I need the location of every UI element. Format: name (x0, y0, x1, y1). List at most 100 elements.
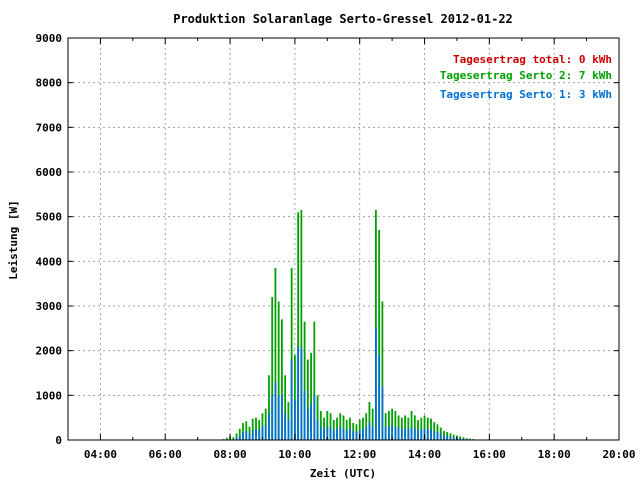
x-tick-label: 12:00 (343, 448, 376, 461)
bar-serto-1 (332, 430, 335, 440)
bar-serto-2 (316, 395, 319, 440)
bar-serto-1 (381, 386, 384, 440)
bar-serto-2 (332, 419, 335, 440)
x-tick-label: 16:00 (473, 448, 506, 461)
bar-serto-1 (378, 355, 381, 440)
bar-serto-1 (365, 426, 368, 440)
y-tick-label: 7000 (36, 121, 63, 134)
bar-serto-1 (261, 426, 264, 440)
bar-serto-1 (368, 422, 371, 440)
bars (222, 209, 478, 440)
bar-serto-2 (313, 321, 316, 440)
y-tick-label: 0 (55, 434, 62, 447)
x-tick-label: 08:00 (213, 448, 246, 461)
bar-serto-1 (235, 437, 238, 440)
bar-serto-2 (258, 419, 261, 440)
bar-serto-1 (371, 426, 374, 440)
x-tick-label: 18:00 (538, 448, 571, 461)
x-tick-label: 20:00 (602, 448, 635, 461)
bar-serto-1 (400, 428, 403, 440)
bar-serto-2 (238, 428, 241, 440)
bar-serto-2 (465, 438, 468, 440)
y-tick-label: 2000 (36, 345, 63, 358)
bar-serto-2 (251, 418, 254, 440)
bar-serto-1 (375, 328, 377, 440)
bar-serto-1 (323, 428, 325, 440)
bar-serto-2 (277, 301, 280, 440)
bar-serto-2 (235, 433, 238, 440)
bar-serto-2 (268, 375, 270, 440)
bar-serto-1 (387, 426, 390, 440)
bar-serto-2 (423, 415, 426, 440)
bar-serto-1 (300, 348, 303, 440)
bar-serto-1 (462, 438, 465, 440)
bar-serto-1 (439, 433, 442, 440)
bar-serto-2 (245, 421, 248, 440)
bar-serto-2 (345, 419, 348, 440)
bar-serto-1 (404, 428, 406, 440)
bar-serto-2 (387, 410, 390, 440)
grid (68, 38, 619, 440)
bar-serto-2 (378, 230, 381, 440)
bar-serto-2 (284, 375, 287, 440)
bar-serto-2 (371, 408, 374, 440)
bar-serto-1 (384, 426, 387, 440)
bar-serto-1 (433, 431, 436, 440)
bar-serto-1 (306, 408, 309, 440)
bar-serto-2 (232, 437, 235, 440)
y-tick-label: 5000 (36, 211, 63, 224)
bar-serto-1 (391, 425, 394, 440)
bar-serto-2 (281, 319, 283, 440)
bar-serto-2 (271, 297, 274, 440)
bar-serto-1 (297, 346, 300, 440)
bar-serto-1 (264, 424, 267, 440)
bar-serto-1 (394, 426, 397, 440)
bar-serto-1 (413, 428, 416, 440)
bar-serto-1 (277, 395, 280, 440)
bar-serto-2 (306, 359, 309, 440)
bar-serto-1 (248, 433, 251, 440)
bar-serto-2 (264, 408, 267, 440)
bar-serto-1 (452, 437, 455, 440)
bar-serto-1 (430, 429, 432, 440)
bar-serto-1 (362, 428, 364, 440)
bar-serto-2 (410, 410, 413, 440)
bar-serto-1 (293, 399, 296, 440)
bar-serto-1 (336, 428, 338, 440)
bar-serto-1 (242, 431, 244, 440)
bar-serto-1 (446, 435, 449, 440)
bar-serto-1 (287, 419, 290, 440)
bar-serto-1 (349, 428, 351, 440)
bar-serto-1 (329, 427, 332, 440)
bar-serto-1 (281, 395, 283, 440)
legend-total: Tagesertrag total: 0 kWh (453, 53, 612, 66)
bar-serto-1 (407, 428, 410, 440)
chart-title: Produktion Solaranlage Serto-Gressel 201… (173, 12, 513, 26)
bar-serto-1 (310, 404, 312, 440)
bar-serto-2 (225, 437, 228, 440)
bar-serto-2 (326, 410, 329, 440)
bar-serto-2 (319, 410, 322, 440)
x-tick-label: 06:00 (149, 448, 182, 461)
bar-serto-2 (368, 402, 371, 440)
bar-serto-2 (417, 419, 419, 440)
bar-serto-1 (284, 413, 287, 440)
bar-serto-1 (355, 431, 358, 440)
bar-serto-2 (303, 321, 306, 440)
bar-serto-1 (245, 431, 248, 440)
x-tick-label: 14:00 (408, 448, 441, 461)
bar-serto-2 (242, 423, 244, 440)
bar-serto-1 (420, 428, 423, 440)
y-tick-label: 6000 (36, 166, 63, 179)
bar-serto-1 (303, 390, 306, 440)
y-axis-label: Leistung [W] (7, 200, 20, 279)
bar-serto-1 (255, 428, 257, 440)
bar-serto-2 (290, 268, 293, 440)
bar-serto-1 (271, 395, 274, 440)
bar-serto-2 (433, 422, 436, 440)
y-tick-label: 8000 (36, 77, 63, 90)
bar-serto-1 (397, 427, 400, 440)
bar-serto-2 (381, 301, 384, 440)
x-tick-label: 10:00 (278, 448, 311, 461)
bar-serto-1 (339, 426, 342, 440)
